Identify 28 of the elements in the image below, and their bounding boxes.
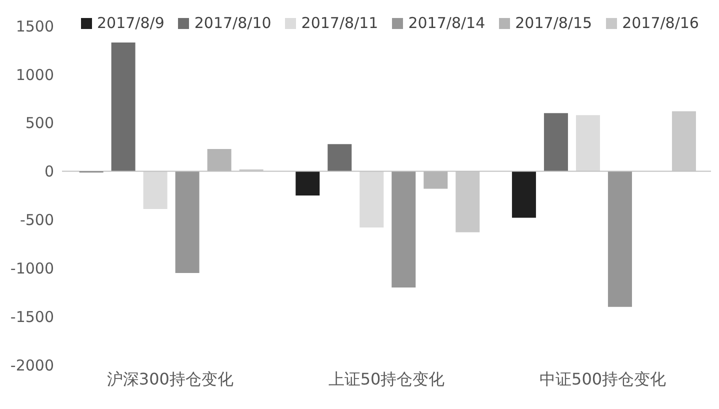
y-tick-label: -1500: [10, 308, 54, 326]
legend-label: 2017/8/11: [300, 14, 378, 32]
bar: [360, 171, 384, 228]
bar: [608, 171, 632, 307]
bar: [296, 171, 320, 196]
bar: [175, 171, 200, 273]
y-tick-label: -2000: [10, 356, 54, 374]
bar: [544, 113, 568, 172]
y-tick-label: 1500: [16, 17, 54, 36]
legend-label: 2017/8/14: [407, 14, 486, 32]
bar: [111, 42, 136, 172]
x-tick-label: 上证50持仓变化: [328, 369, 445, 388]
y-tick-label: 1000: [16, 66, 54, 84]
legend-label: 2017/8/10: [193, 14, 272, 32]
y-tick-label: -1000: [10, 259, 54, 278]
x-tick-label: 沪深300持仓变化: [106, 369, 234, 388]
bar: [143, 171, 168, 210]
legend-label: 2017/8/15: [514, 14, 592, 32]
x-tick-label: 中证500持仓变化: [540, 369, 666, 388]
bar: [328, 144, 352, 172]
y-tick-label: -500: [20, 211, 54, 230]
y-tick-label: 0: [44, 162, 54, 181]
y-tick-label: 500: [25, 114, 54, 132]
bar: [392, 171, 416, 288]
bar: [512, 171, 536, 218]
bar: [576, 115, 600, 172]
legend-label: 2017/8/16: [621, 14, 699, 32]
legend-label: 2017/8/9: [96, 14, 164, 32]
